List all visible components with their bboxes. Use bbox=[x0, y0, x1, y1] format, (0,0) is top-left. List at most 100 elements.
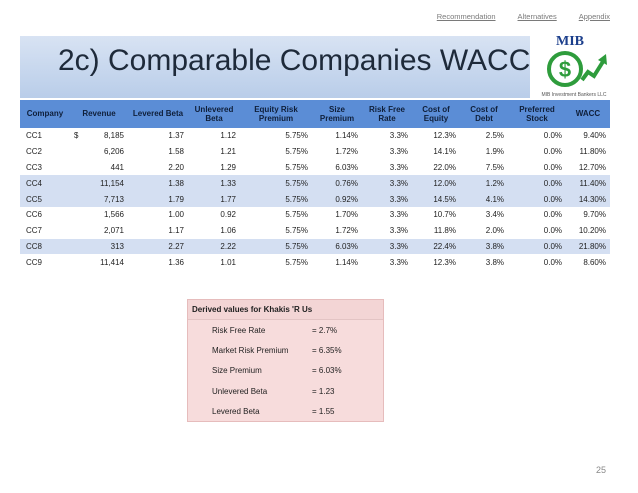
col-cost-of-debt: Cost of Debt bbox=[460, 100, 508, 128]
derived-value-row: Risk Free Rate = 2.7% bbox=[188, 320, 383, 340]
cell-equity-risk-premium: 5.75% bbox=[240, 238, 312, 255]
cell-size-premium: 1.14% bbox=[335, 131, 358, 141]
table-row: CC3 441 2.20 1.29 5.75% 6.03% 3.3% 22.0% 7.5% 0.0… bbox=[20, 160, 610, 176]
dollar-icon: $ bbox=[559, 57, 571, 82]
nav-link-appendix[interactable]: Appendix bbox=[578, 12, 610, 21]
cell-unlevered-beta: 1.01 bbox=[220, 257, 236, 267]
cell-cost-of-debt: 7.5% bbox=[485, 162, 504, 172]
cell-equity-risk-premium: 5.75% bbox=[285, 131, 308, 141]
revenue-value: 11,154 bbox=[100, 178, 124, 188]
cell-size-premium: 0.92% bbox=[312, 191, 362, 207]
mib-logo: MIB $ MIB Investment Bankers LLC bbox=[541, 34, 607, 98]
cell-cost-of-equity: 14.1% bbox=[433, 147, 456, 157]
cell-company: CC9 bbox=[26, 257, 43, 267]
col-wacc: WACC bbox=[566, 100, 610, 128]
cell-equity-risk-premium: 5.75% bbox=[285, 162, 308, 172]
cell-wacc: 10.20% bbox=[578, 226, 606, 236]
cell-risk-free-rate: 3.3% bbox=[389, 162, 408, 172]
cell-company: CC2 bbox=[26, 147, 43, 157]
cell-company: CC8 bbox=[20, 238, 70, 255]
cell-revenue: 313 bbox=[70, 238, 128, 255]
col-revenue: Revenue bbox=[70, 100, 128, 128]
cell-preferred-stock: 0.0% bbox=[508, 191, 566, 207]
arrow-head-icon bbox=[598, 54, 607, 65]
table-row: CC6 1,566 1.00 0.92 5.75% 1.70% 3.3% 10.7% 3.4% 0… bbox=[20, 207, 610, 223]
col-company: Company bbox=[20, 100, 70, 128]
cell-cost-of-equity: 14.5% bbox=[412, 191, 460, 207]
cell-company: CC3 bbox=[26, 162, 43, 172]
derived-value-row: Market Risk Premium = 6.35% bbox=[188, 340, 383, 360]
col-size-premium: Size Premium bbox=[312, 100, 362, 128]
cell-risk-free-rate: 3.3% bbox=[389, 210, 408, 220]
cell-preferred-stock: 0.0% bbox=[508, 238, 566, 255]
cell-cost-of-equity: 22.4% bbox=[412, 238, 460, 255]
cell-preferred-stock: 0.0% bbox=[543, 257, 562, 267]
table-header-row: Company Revenue Levered Beta Unlevered B… bbox=[20, 100, 610, 128]
table-row: CC5 7,713 1.79 1.77 5.75% 0.92% 3.3% 14.5% 4.1% 0… bbox=[20, 191, 610, 207]
nav-link-recommendation[interactable]: Recommendation bbox=[436, 12, 496, 21]
cell-revenue: 11,414 bbox=[70, 254, 128, 270]
cell-levered-beta: 1.58 bbox=[168, 147, 184, 157]
logo-text: MIB bbox=[556, 34, 584, 49]
cell-unlevered-beta: 1.29 bbox=[220, 162, 236, 172]
derived-value-label: Market Risk Premium bbox=[212, 346, 289, 356]
revenue-value: 11,414 bbox=[100, 257, 124, 267]
cell-company: CC4 bbox=[20, 175, 70, 192]
cell-cost-of-equity: 10.7% bbox=[433, 210, 456, 220]
cell-cost-of-equity: 11.8% bbox=[433, 226, 456, 236]
logo-subtext: MIB Investment Bankers LLC bbox=[541, 92, 606, 98]
cell-company: CC1 bbox=[26, 131, 43, 141]
cell-unlevered-beta: 1.06 bbox=[220, 226, 236, 236]
cell-risk-free-rate: 3.3% bbox=[362, 191, 412, 207]
cell-wacc: 11.40% bbox=[566, 175, 610, 192]
cell-risk-free-rate: 3.3% bbox=[389, 147, 408, 157]
cell-wacc: 9.70% bbox=[583, 210, 606, 220]
cell-levered-beta: 2.20 bbox=[168, 162, 184, 172]
cell-levered-beta: 1.79 bbox=[128, 191, 188, 207]
cell-equity-risk-premium: 5.75% bbox=[240, 191, 312, 207]
cell-size-premium: 1.70% bbox=[335, 210, 358, 220]
cell-wacc: 12.70% bbox=[578, 162, 606, 172]
cell-unlevered-beta: 1.21 bbox=[220, 147, 236, 157]
cell-unlevered-beta: 1.33 bbox=[188, 175, 240, 192]
cell-cost-of-debt: 1.9% bbox=[485, 147, 504, 157]
cell-preferred-stock: 0.0% bbox=[543, 131, 562, 141]
cell-size-premium: 1.72% bbox=[335, 226, 358, 236]
cell-cost-of-debt: 2.5% bbox=[485, 131, 504, 141]
cell-company: CC7 bbox=[26, 226, 43, 236]
revenue-value: 2,071 bbox=[103, 226, 124, 236]
cell-preferred-stock: 0.0% bbox=[543, 162, 562, 172]
table-row: CC4 11,154 1.38 1.33 5.75% 0.76% 3.3% 12.0% 1.2%… bbox=[20, 175, 610, 192]
table-row: CC7 2,071 1.17 1.06 5.75% 1.72% 3.3% 11.8% 2.0% 0… bbox=[20, 223, 610, 239]
cell-wacc: 14.30% bbox=[566, 191, 610, 207]
derived-value-row: Unlevered Beta = 1.23 bbox=[188, 381, 383, 401]
col-preferred-stock: Preferred Stock bbox=[508, 100, 566, 128]
col-unlevered-beta: Unlevered Beta bbox=[188, 100, 240, 128]
derived-value-label: Risk Free Rate bbox=[212, 325, 266, 335]
cell-size-premium: 6.03% bbox=[312, 238, 362, 255]
cell-revenue: $8,185 bbox=[70, 128, 128, 144]
derived-value-row: Size Premium = 6.03% bbox=[188, 361, 383, 381]
cell-revenue: 2,071 bbox=[70, 223, 128, 239]
derived-values-box: Derived values for Khakis 'R Us Risk Fre… bbox=[187, 299, 384, 422]
cell-preferred-stock: 0.0% bbox=[543, 147, 562, 157]
derived-value-row: Levered Beta = 1.55 bbox=[188, 402, 383, 422]
cell-levered-beta: 1.00 bbox=[168, 210, 184, 220]
cell-size-premium: 1.14% bbox=[335, 257, 358, 267]
table-row: CC8 313 2.27 2.22 5.75% 6.03% 3.3% 22.4% 3.8% 0.0… bbox=[20, 238, 610, 255]
cell-equity-risk-premium: 5.75% bbox=[285, 147, 308, 157]
cell-preferred-stock: 0.0% bbox=[543, 226, 562, 236]
page-title: 2c) Comparable Companies WACC bbox=[58, 44, 531, 77]
nav-link-alternatives[interactable]: Alternatives bbox=[517, 12, 557, 21]
revenue-value: 441 bbox=[110, 162, 124, 172]
cell-cost-of-equity: 12.0% bbox=[412, 175, 460, 192]
top-navigation: Recommendation Alternatives Appendix bbox=[437, 12, 610, 21]
derived-value: = 1.55 bbox=[312, 407, 335, 417]
cell-wacc: 21.80% bbox=[566, 238, 610, 255]
cell-cost-of-equity: 12.3% bbox=[433, 131, 456, 141]
cell-cost-of-equity: 12.3% bbox=[433, 257, 456, 267]
comparable-companies-table: Company Revenue Levered Beta Unlevered B… bbox=[20, 100, 610, 270]
revenue-value: 6,206 bbox=[103, 147, 124, 157]
cell-revenue: 1,566 bbox=[70, 207, 128, 223]
cell-size-premium: 0.76% bbox=[312, 175, 362, 192]
